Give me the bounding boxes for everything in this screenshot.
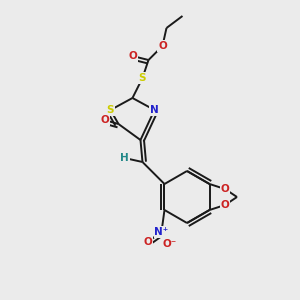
Text: O: O: [158, 41, 167, 51]
Text: O: O: [220, 184, 230, 194]
Text: S: S: [139, 73, 146, 83]
Text: O: O: [128, 51, 137, 61]
Text: O⁻: O⁻: [162, 239, 177, 249]
Text: H: H: [120, 153, 129, 163]
Text: O: O: [220, 200, 230, 210]
Text: N: N: [150, 105, 159, 115]
Text: S: S: [107, 105, 114, 115]
Text: N⁺: N⁺: [154, 227, 169, 237]
Text: O: O: [100, 115, 109, 125]
Text: O: O: [143, 237, 152, 247]
